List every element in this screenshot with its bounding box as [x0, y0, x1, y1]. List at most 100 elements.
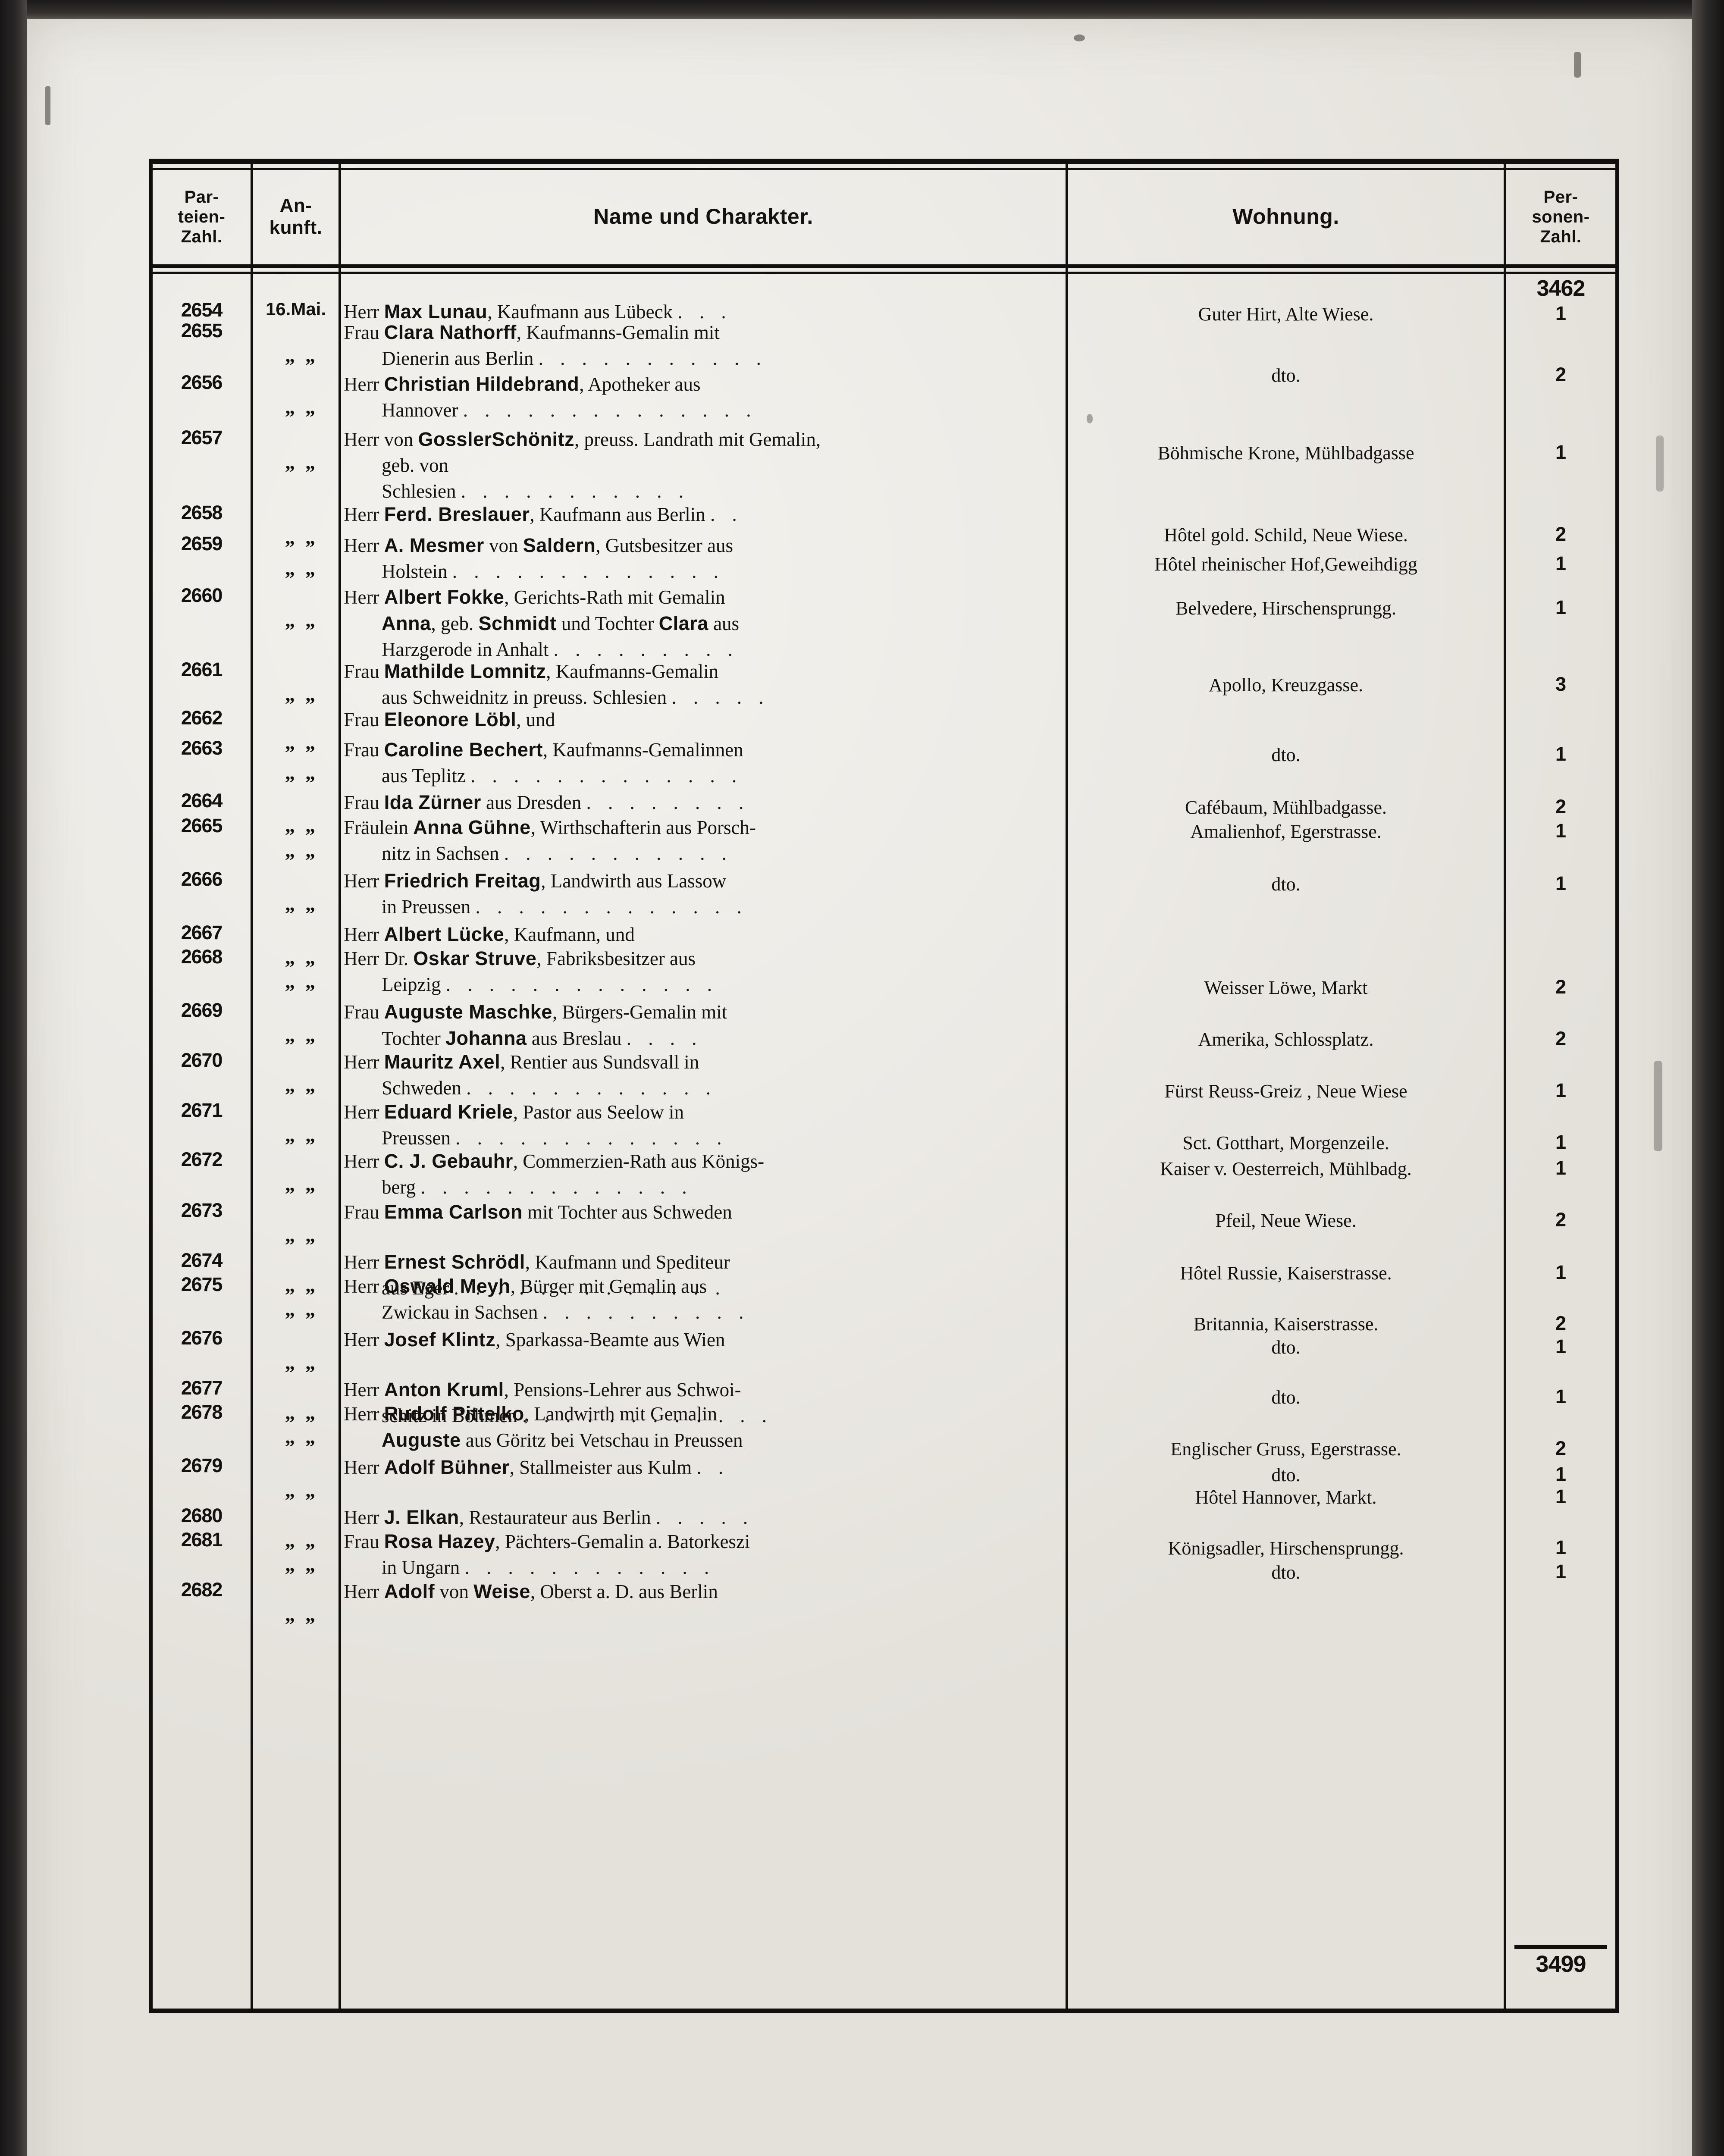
guest-name: Christian Hildebrand: [384, 373, 580, 395]
leader-dots: . . . . . . . . . . . . . .: [463, 399, 757, 421]
cell-parteien-zahl: 2682: [181, 1579, 223, 1601]
cell-wohnung: Belvedere, Hirschensprungg.: [1175, 598, 1396, 619]
leader-dots: . . . . . . . . . . . . .: [445, 973, 718, 995]
cell-parteien-zahl: 2680: [181, 1504, 223, 1526]
cell-parteien-zahl: 2667: [181, 921, 223, 943]
name-continuation-line: in Preussen . . . . . . . . . . . . .: [382, 896, 748, 918]
cell-ankunft: „„: [285, 1224, 326, 1246]
cell-ankunft: „„: [285, 970, 326, 992]
table-top-rule-thin: [149, 168, 1619, 170]
cell-name-und-charakter: Herr C. J. Gebauhr, Commerzien-Rath aus …: [344, 1148, 1059, 1200]
cell-ankunft: 16.Mai.: [265, 299, 326, 319]
guest-name: C. J. Gebauhr: [384, 1150, 513, 1172]
carry-over-total: 3462: [1536, 276, 1586, 301]
paper-blemish: [1574, 52, 1581, 78]
cell-ankunft: „„: [285, 344, 326, 366]
cell-wohnung: Hôtel gold. Schild, Neue Wiese.: [1164, 524, 1408, 545]
column-rule-name-wohnung: [1066, 159, 1068, 2013]
cell-ankunft: „„: [285, 761, 326, 783]
cell-parteien-zahl: 2657: [181, 426, 223, 448]
cell-personen-zahl: 1: [1555, 1385, 1567, 1407]
cell-parteien-zahl: 2666: [181, 868, 223, 890]
guest-name: Friedrich Freitag: [384, 870, 541, 892]
name-continuation-line: Auguste aus Göritz bei Vetschau in Preus…: [382, 1429, 743, 1451]
guest-name: Oswald Meyh: [384, 1275, 511, 1297]
cell-personen-zahl: 2: [1555, 1209, 1567, 1231]
cell-parteien-zahl: 2677: [181, 1377, 223, 1399]
leader-dots: . . . . .: [671, 686, 770, 708]
cell-ankunft: „„: [285, 683, 326, 705]
cell-parteien-zahl: 2658: [181, 501, 223, 523]
cell-wohnung: Fürst Reuss-Greiz , Neue Wiese: [1164, 1081, 1407, 1102]
cell-personen-zahl: 2: [1555, 1312, 1567, 1334]
cell-ankunft: „„: [285, 1274, 326, 1296]
cell-ankunft: „„: [285, 396, 326, 418]
header-line: kunft.: [269, 217, 323, 238]
cell-parteien-zahl: 2670: [181, 1049, 223, 1071]
cell-wohnung: Kaiser v. Oesterreich, Mühlbadg.: [1160, 1158, 1412, 1179]
guest-name: Caroline Bechert: [384, 739, 543, 761]
guest-name: Rudolf Pittelko: [384, 1403, 524, 1425]
cell-ankunft: „„: [285, 1603, 326, 1625]
cell-wohnung: Apollo, Kreuzgasse.: [1208, 674, 1363, 696]
cell-name-und-charakter: Frau Eleonore Löbl, und: [344, 708, 555, 730]
cell-name-und-charakter: Frau Rosa Hazey, Pächters-Gemalin a. Bat…: [344, 1529, 1059, 1581]
guest-name: Clara: [658, 612, 708, 634]
cell-ankunft: „„: [285, 1529, 326, 1551]
cell-name-und-charakter: Herr Ernest Schrödl, Kaufmann und Spedit…: [344, 1249, 1059, 1301]
cell-name-und-charakter: Herr Rudolf Pittelko, Landwirth mit Gema…: [344, 1401, 1059, 1454]
guest-name: Adolf: [384, 1580, 435, 1602]
guest-name: Mathilde Lomnitz: [384, 660, 546, 682]
cell-personen-zahl: 1: [1555, 1131, 1567, 1153]
cell-parteien-zahl: 2655: [181, 320, 223, 342]
cell-parteien-zahl: 2663: [181, 737, 223, 759]
cell-personen-zahl: 1: [1555, 820, 1567, 842]
cell-personen-zahl: 1: [1555, 441, 1567, 463]
cell-parteien-zahl: 2662: [181, 707, 223, 729]
header-line: Per-: [1543, 188, 1578, 207]
name-continuation-line: Leipzig . . . . . . . . . . . . .: [382, 973, 718, 995]
leader-dots: . . . . . . . . . . . . .: [452, 560, 724, 582]
leader-dots: . . . . . . . . . .: [542, 1301, 750, 1323]
name-continuation-line: Tochter Johanna aus Breslau . . . .: [382, 1027, 703, 1049]
cell-wohnung: Pfeil, Neue Wiese.: [1215, 1210, 1357, 1231]
header-bottom-rule: [149, 264, 1619, 268]
guest-name: Ida Zürner: [384, 791, 481, 813]
header-line: Name und Charakter.: [593, 204, 813, 229]
header-line: teien-: [178, 207, 226, 226]
guest-name: Schmidt: [478, 612, 557, 634]
column-header-ankunft: An- kunft.: [253, 172, 339, 262]
name-continuation-line: Zwickau in Sachsen . . . . . . . . . .: [382, 1301, 750, 1323]
cell-parteien-zahl: 2656: [181, 371, 223, 393]
cell-ankunft: „„: [285, 1553, 326, 1575]
cell-name-und-charakter: Frau Caroline Bechert, Kaufmanns-Gemalin…: [344, 737, 1059, 789]
cell-wohnung: Guter Hirt, Alte Wiese.: [1198, 304, 1374, 325]
cell-name-und-charakter: Herr Anton Kruml, Pensions-Lehrer aus Sc…: [344, 1377, 1059, 1429]
cell-name-und-charakter: Frau Ida Zürner aus Dresden . . . . . . …: [344, 791, 750, 813]
header-line: Par-: [184, 188, 219, 207]
cell-wohnung: Cafébaum, Mühlbadgasse.: [1185, 797, 1387, 818]
table-bottom-rule: [149, 2009, 1619, 2013]
header-line: Zahl.: [181, 227, 223, 246]
cell-ankunft: „„: [285, 893, 326, 915]
cell-parteien-zahl: 2660: [181, 584, 223, 606]
cell-personen-zahl: 1: [1555, 302, 1567, 324]
cell-wohnung: Sct. Gotthart, Morgenzeile.: [1182, 1132, 1389, 1153]
cell-wohnung: dto.: [1271, 1387, 1301, 1408]
cell-ankunft: „„: [285, 557, 326, 579]
cell-wohnung: dto.: [1271, 1464, 1301, 1485]
cell-parteien-zahl: 2678: [181, 1401, 223, 1423]
name-continuation-line: Anna, geb. Schmidt und Tochter Clara aus: [382, 612, 740, 634]
cell-ankunft: „„: [285, 839, 326, 861]
column-rule-outer-right: [1615, 159, 1619, 2013]
leader-dots: . . . . . . . . . . .: [461, 480, 690, 502]
column-rule-outer-left: [149, 159, 153, 2013]
cell-name-und-charakter: Herr Friedrich Freitag, Landwirth aus La…: [344, 868, 1059, 920]
leader-dots: . . . . . . . . . . . . .: [475, 896, 748, 918]
paper-blemish: [1074, 34, 1085, 41]
cell-personen-zahl: 1: [1555, 1335, 1567, 1357]
cell-name-und-charakter: Herr Albert Fokke, Gerichts-Rath mit Gem…: [344, 584, 1059, 663]
cell-parteien-zahl: 2659: [181, 533, 223, 555]
cell-personen-zahl: 1: [1555, 1157, 1567, 1179]
